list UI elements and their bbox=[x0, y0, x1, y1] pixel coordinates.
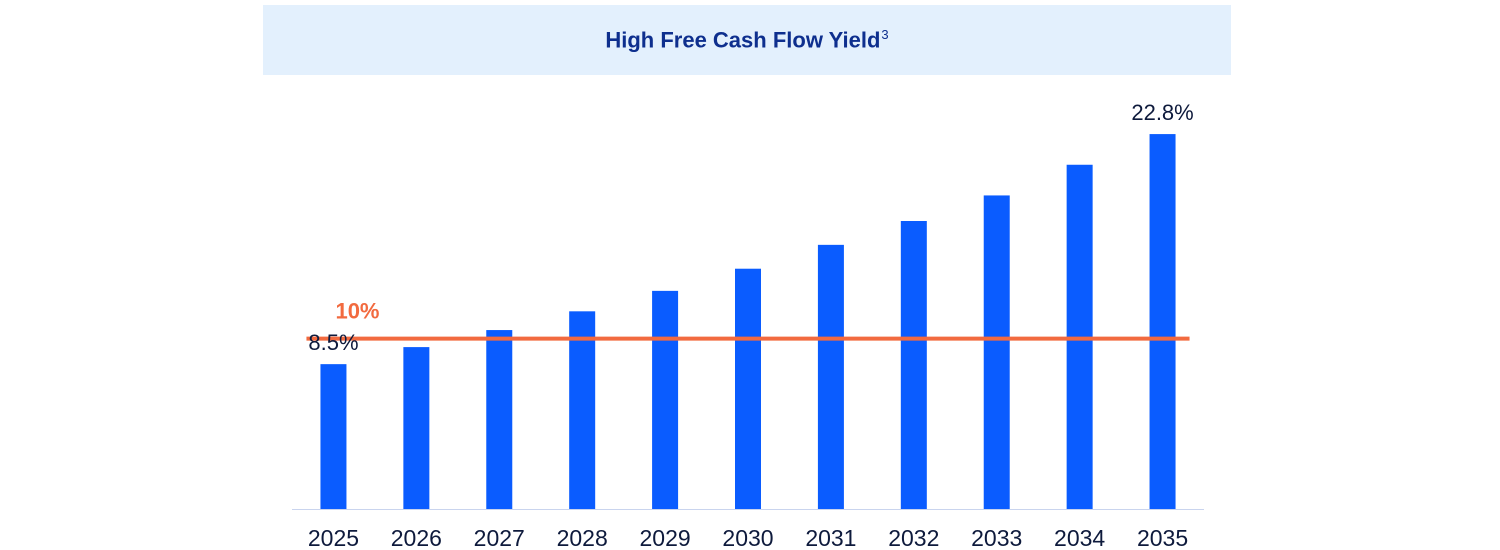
bar-2030 bbox=[735, 268, 761, 509]
x-tick-label-2028: 2028 bbox=[557, 525, 608, 550]
chart-title-band: High Free Cash Flow Yield3 bbox=[263, 5, 1231, 75]
x-tick-label-2029: 2029 bbox=[640, 525, 691, 550]
x-tick-label-2034: 2034 bbox=[1054, 525, 1105, 550]
chart-title-text: High Free Cash Flow Yield bbox=[605, 27, 881, 53]
bar-2027 bbox=[486, 330, 513, 509]
bar-2035 bbox=[1149, 134, 1176, 510]
chart-title-superscript: 3 bbox=[881, 26, 889, 42]
bar-2028 bbox=[569, 311, 596, 509]
bar-2026 bbox=[403, 347, 430, 509]
x-tick-label-2031: 2031 bbox=[805, 525, 856, 550]
x-tick-label-2030: 2030 bbox=[722, 525, 773, 550]
reference-line-label: 10% bbox=[335, 299, 379, 324]
bar-2031 bbox=[817, 244, 844, 509]
bar-2032 bbox=[900, 220, 927, 509]
bar-2025 bbox=[320, 364, 347, 509]
bar-2033 bbox=[983, 195, 1010, 509]
chart-title: High Free Cash Flow Yield3 bbox=[605, 27, 888, 53]
data-label-2035: 22.8% bbox=[1131, 100, 1193, 125]
bar-2029 bbox=[652, 290, 679, 509]
x-tick-label-2032: 2032 bbox=[888, 525, 939, 550]
x-tick-label-2033: 2033 bbox=[971, 525, 1022, 550]
data-label-2025: 8.5% bbox=[308, 330, 358, 355]
x-tick-label-2035: 2035 bbox=[1137, 525, 1188, 550]
x-tick-label-2027: 2027 bbox=[474, 525, 525, 550]
x-tick-label-2025: 2025 bbox=[308, 525, 359, 550]
x-tick-label-2026: 2026 bbox=[391, 525, 442, 550]
